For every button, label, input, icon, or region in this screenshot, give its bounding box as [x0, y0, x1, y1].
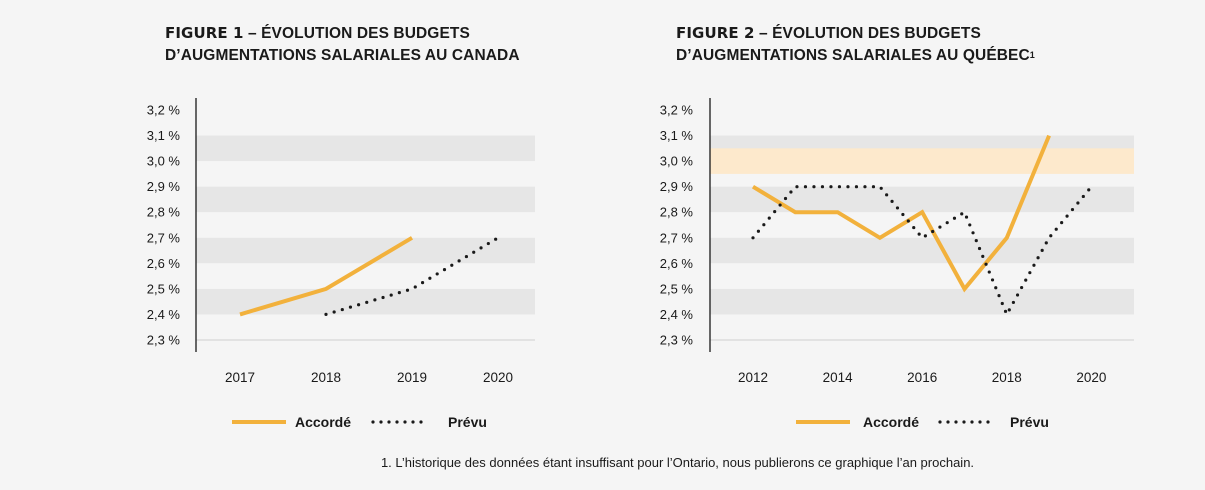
fig1-grid-band: [196, 212, 535, 238]
figure-2-footnote-mark: 1: [1029, 50, 1035, 60]
fig2-grid-band: [710, 110, 1134, 136]
fig2-y-tick-label: 2,7 %: [660, 230, 694, 245]
figure-1-label: FIGURE 1: [165, 24, 244, 42]
fig2-grid-band: [710, 212, 1134, 238]
fig2-legend-prevu-label: Prévu: [1010, 414, 1049, 430]
fig1-legend-accorde-label: Accordé: [295, 414, 351, 430]
fig1-y-tick-label: 3,1 %: [147, 128, 181, 143]
fig2-y-tick-label: 2,9 %: [660, 179, 694, 194]
fig2-highlight-band: [710, 148, 1134, 174]
fig2-y-tick-label: 2,8 %: [660, 205, 694, 220]
fig2-y-tick-label: 3,0 %: [660, 154, 694, 169]
fig2-grid-band: [710, 237, 1134, 264]
fig2-y-tick-label: 3,1 %: [660, 128, 694, 143]
fig1-grid-band: [196, 314, 535, 340]
fig1-y-tick-label: 2,3 %: [147, 333, 181, 348]
fig2-series-accorde-line: [751, 134, 1051, 293]
fig1-y-tick-label: 2,9 %: [147, 179, 181, 194]
fig1-grid-band: [196, 110, 535, 136]
fig1-x-tick-label: 2019: [397, 370, 427, 385]
fig2-grid-band: [710, 186, 1134, 213]
figure-2-title-line1: – ÉVOLUTION DES BUDGETS: [754, 25, 981, 42]
fig2-x-tick-label: 2012: [738, 370, 768, 385]
fig1-grid-band: [196, 135, 535, 162]
fig1-y-tick-label: 3,0 %: [147, 154, 181, 169]
fig2-x-tick-label: 2018: [992, 370, 1022, 385]
fig1-x-tick-label: 2017: [225, 370, 255, 385]
fig1-grid-band: [196, 186, 535, 213]
fig2-y-tick-label: 2,4 %: [660, 307, 694, 322]
footnote: 1. L’historique des données étant insuff…: [0, 455, 1205, 470]
fig1-x-tick-label: 2020: [483, 370, 513, 385]
fig1-y-tick-label: 3,2 %: [147, 103, 181, 118]
fig2-grid-band: [710, 263, 1134, 289]
fig2-y-tick-label: 2,3 %: [660, 333, 694, 348]
fig1-grid-band: [196, 237, 535, 264]
fig2-grid-band: [710, 288, 1134, 315]
fig1-legend-prevu-label: Prévu: [448, 414, 487, 430]
figure-1-title-line2: D’AUGMENTATIONS SALARIALES AU CANADA: [165, 47, 520, 64]
figure-1-title-line1: – ÉVOLUTION DES BUDGETS: [243, 25, 470, 42]
figure-2-title-line2: D’AUGMENTATIONS SALARIALES AU QUÉBEC: [676, 47, 1030, 64]
fig1-y-tick-label: 2,6 %: [147, 256, 181, 271]
fig2-grid-band: [710, 314, 1134, 340]
fig2-x-tick-label: 2020: [1076, 370, 1106, 385]
fig2-x-tick-label: 2014: [823, 370, 854, 385]
fig1-y-tick-label: 2,7 %: [147, 230, 181, 245]
fig2-y-tick-label: 2,5 %: [660, 281, 694, 296]
fig1-y-tick-label: 2,4 %: [147, 307, 181, 322]
figure-2-label: FIGURE 2: [676, 24, 755, 42]
fig1-x-tick-label: 2018: [311, 370, 341, 385]
footnote-text: 1. L’historique des données étant insuff…: [380, 455, 975, 470]
fig1-y-tick-label: 2,8 %: [147, 205, 181, 220]
fig1-series-accorde-line: [239, 236, 414, 317]
fig1-y-tick-label: 2,5 %: [147, 281, 181, 296]
fig1-grid-band: [196, 161, 535, 187]
figure-1-title: FIGURE 1 – ÉVOLUTION DES BUDGETS D’AUGME…: [165, 22, 605, 67]
fig2-legend-accorde-label: Accordé: [863, 414, 919, 430]
fig2-x-tick-label: 2016: [907, 370, 937, 385]
fig2-y-tick-label: 2,6 %: [660, 256, 694, 271]
figure-2-title: FIGURE 2 – ÉVOLUTION DES BUDGETS D’AUGME…: [676, 22, 1136, 67]
fig2-y-tick-label: 3,2 %: [660, 103, 694, 118]
